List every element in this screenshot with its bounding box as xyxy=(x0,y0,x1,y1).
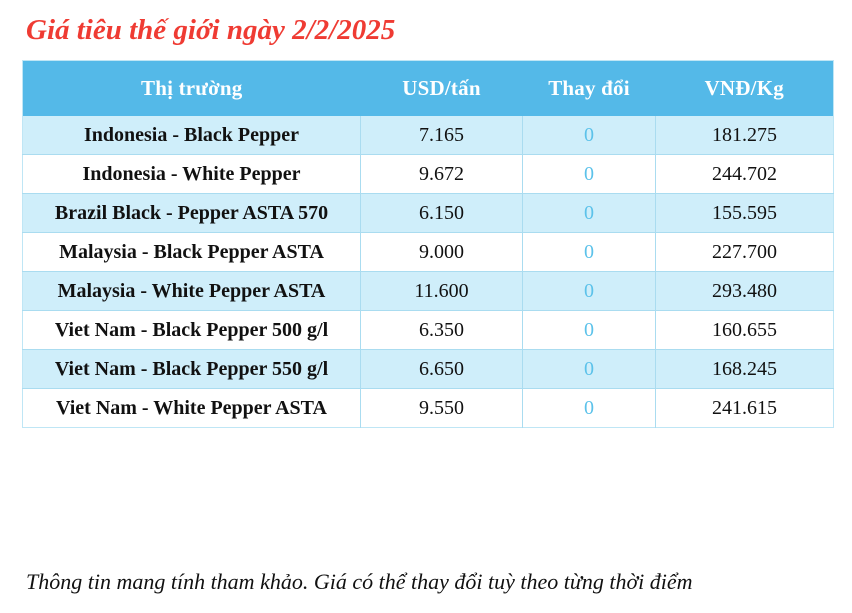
cell-usd: 6.350 xyxy=(360,310,523,350)
cell-change: 0 xyxy=(522,388,656,427)
cell-vnd: 241.615 xyxy=(655,388,834,427)
price-table-container: Thị trường USD/tấn Thay đổi VNĐ/Kg Indon… xyxy=(22,60,834,428)
world-pepper-price-table: Thị trường USD/tấn Thay đổi VNĐ/Kg Indon… xyxy=(22,60,834,428)
table-row: Viet Nam - White Pepper ASTA 9.550 0 241… xyxy=(22,388,834,427)
cell-market: Viet Nam - Black Pepper 500 g/l xyxy=(22,310,361,350)
cell-usd: 9.550 xyxy=(360,388,523,427)
cell-vnd: 168.245 xyxy=(655,349,834,389)
cell-vnd: 244.702 xyxy=(655,154,834,194)
column-header-change: Thay đổi xyxy=(522,60,656,116)
cell-usd: 6.650 xyxy=(360,349,523,389)
column-header-market: Thị trường xyxy=(22,60,361,116)
table-row: Indonesia - Black Pepper 7.165 0 181.275 xyxy=(22,115,834,155)
cell-change: 0 xyxy=(522,193,656,233)
table-row: Brazil Black - Pepper ASTA 570 6.150 0 1… xyxy=(22,193,834,233)
cell-change: 0 xyxy=(522,271,656,311)
cell-usd: 9.000 xyxy=(360,232,523,272)
cell-change: 0 xyxy=(522,349,656,389)
cell-vnd: 181.275 xyxy=(655,115,834,155)
cell-vnd: 160.655 xyxy=(655,310,834,350)
cell-usd: 6.150 xyxy=(360,193,523,233)
cell-usd: 9.672 xyxy=(360,154,523,194)
table-row: Malaysia - White Pepper ASTA 11.600 0 29… xyxy=(22,271,834,311)
cell-usd: 11.600 xyxy=(360,271,523,311)
cell-usd: 7.165 xyxy=(360,115,523,155)
cell-vnd: 227.700 xyxy=(655,232,834,272)
column-header-usd-per-ton: USD/tấn xyxy=(360,60,523,116)
cell-market: Brazil Black - Pepper ASTA 570 xyxy=(22,193,361,233)
cell-change: 0 xyxy=(522,154,656,194)
table-row: Indonesia - White Pepper 9.672 0 244.702 xyxy=(22,154,834,194)
cell-vnd: 155.595 xyxy=(655,193,834,233)
cell-market: Indonesia - White Pepper xyxy=(22,154,361,194)
cell-change: 0 xyxy=(522,310,656,350)
cell-market: Indonesia - Black Pepper xyxy=(22,115,361,155)
disclaimer-note: Thông tin mang tính tham khảo. Giá có th… xyxy=(26,569,693,594)
table-header-row: Thị trường USD/tấn Thay đổi VNĐ/Kg xyxy=(22,60,834,116)
cell-market: Viet Nam - Black Pepper 550 g/l xyxy=(22,349,361,389)
table-row: Viet Nam - Black Pepper 550 g/l 6.650 0 … xyxy=(22,349,834,389)
table-row: Malaysia - Black Pepper ASTA 9.000 0 227… xyxy=(22,232,834,272)
cell-vnd: 293.480 xyxy=(655,271,834,311)
table-header: Thị trường USD/tấn Thay đổi VNĐ/Kg xyxy=(22,60,834,116)
cell-market: Viet Nam - White Pepper ASTA xyxy=(22,388,361,427)
cell-market: Malaysia - White Pepper ASTA xyxy=(22,271,361,311)
cell-change: 0 xyxy=(522,232,656,272)
table-body: Indonesia - Black Pepper 7.165 0 181.275… xyxy=(22,115,834,427)
cell-market: Malaysia - Black Pepper ASTA xyxy=(22,232,361,272)
column-header-vnd-per-kg: VNĐ/Kg xyxy=(655,60,834,116)
page-title: Giá tiêu thế giới ngày 2/2/2025 xyxy=(26,14,396,46)
table-row: Viet Nam - Black Pepper 500 g/l 6.350 0 … xyxy=(22,310,834,350)
cell-change: 0 xyxy=(522,115,656,155)
